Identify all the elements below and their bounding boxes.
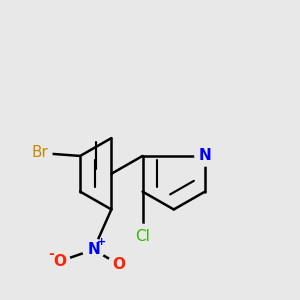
Text: N: N — [199, 148, 212, 164]
Text: O: O — [112, 257, 125, 272]
Circle shape — [83, 239, 104, 260]
Text: Cl: Cl — [135, 229, 150, 244]
Text: Br: Br — [32, 146, 49, 160]
Circle shape — [49, 251, 70, 272]
Text: +: + — [97, 237, 106, 247]
Circle shape — [28, 141, 52, 165]
Text: -: - — [48, 247, 54, 261]
Text: N: N — [87, 242, 100, 257]
Circle shape — [131, 224, 154, 248]
Text: O: O — [53, 254, 66, 269]
Circle shape — [108, 254, 130, 275]
Circle shape — [195, 146, 215, 166]
